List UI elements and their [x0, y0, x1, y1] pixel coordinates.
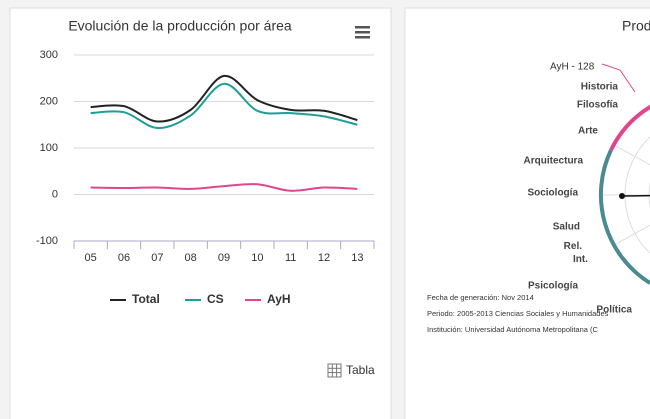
- x-tick-label: 10: [251, 252, 263, 264]
- y-tick-label: -100: [36, 235, 58, 247]
- y-tick-label: 300: [40, 49, 58, 61]
- right-panel: [404, 7, 650, 419]
- x-tick-label: 05: [85, 252, 97, 264]
- chart-title: Evolución de la producción por área: [68, 18, 292, 34]
- category-label: Filosofía: [577, 100, 619, 111]
- category-label: Rel. Int.: [564, 241, 589, 265]
- category-label: Arquitectura: [524, 156, 584, 167]
- note: Periodo: 2005-2013 Ciencias Sociales y H…: [427, 309, 609, 318]
- category-label: Historia: [581, 82, 619, 93]
- category-label: Sociología: [527, 188, 578, 199]
- polar-point: [619, 193, 625, 199]
- x-tick-label: 13: [351, 252, 363, 264]
- category-label: Política: [596, 305, 632, 316]
- legend-label: AyH: [267, 292, 291, 306]
- note: Fecha de generación: Nov 2014: [427, 293, 534, 302]
- table-button[interactable]: Tabla: [327, 363, 375, 378]
- category-label: Arte: [578, 126, 598, 137]
- category-label: Psicología: [528, 281, 578, 292]
- legend-label: Total: [132, 292, 160, 306]
- menu-icon[interactable]: [355, 26, 370, 39]
- x-tick-label: 11: [285, 252, 296, 264]
- note: Institución: Universidad Autónoma Metrop…: [427, 325, 599, 334]
- x-tick-label: 08: [185, 252, 197, 264]
- table-button-label[interactable]: Tabla: [346, 363, 375, 377]
- x-tick-label: 09: [218, 252, 230, 264]
- y-tick-label: 100: [40, 142, 58, 154]
- y-tick-label: 200: [40, 95, 58, 107]
- series-line: [90, 74, 358, 123]
- y-tick-label: 0: [52, 188, 58, 200]
- left-panel: [9, 7, 392, 419]
- x-tick-label: 07: [151, 252, 163, 264]
- series-line: [90, 183, 358, 192]
- x-tick-label: 06: [118, 252, 130, 264]
- series-line: [90, 82, 358, 130]
- legend-label: CS: [207, 292, 224, 306]
- polar-grid: [598, 63, 650, 285]
- annotation: AyH - 128: [550, 62, 595, 73]
- category-label: Salud: [553, 222, 580, 233]
- x-tick-label: 12: [318, 252, 330, 264]
- polar-title: Prod: [622, 18, 650, 34]
